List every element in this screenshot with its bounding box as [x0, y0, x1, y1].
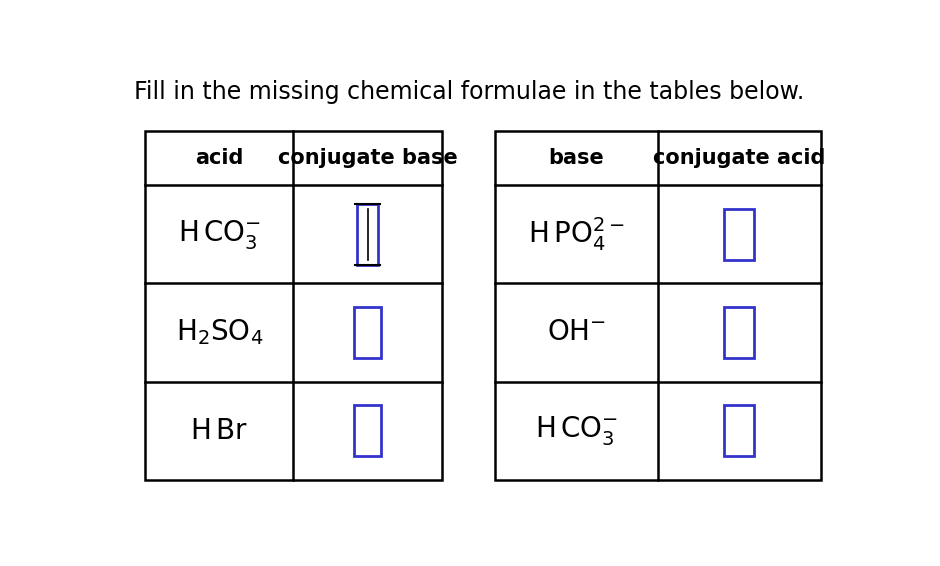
Bar	[725, 209, 754, 260]
Text: $\mathrm{OH^{-}}$: $\mathrm{OH^{-}}$	[547, 319, 606, 346]
Text: $\mathrm{H\,CO_3^{-}}$: $\mathrm{H\,CO_3^{-}}$	[178, 218, 261, 251]
Bar	[145, 131, 442, 480]
Text: $\mathrm{H\,PO_4^{2-}}$: $\mathrm{H\,PO_4^{2-}}$	[528, 215, 624, 253]
Text: $\mathrm{H\,CO_3^{-}}$: $\mathrm{H\,CO_3^{-}}$	[535, 414, 618, 447]
Bar	[725, 405, 754, 456]
Text: $\mathrm{H_2SO_4}$: $\mathrm{H_2SO_4}$	[176, 318, 263, 348]
Bar	[354, 405, 381, 456]
Text: base: base	[548, 148, 604, 168]
Text: conjugate acid: conjugate acid	[653, 148, 825, 168]
Text: Fill in the missing chemical formulae in the tables below.: Fill in the missing chemical formulae in…	[133, 80, 804, 104]
Text: conjugate base: conjugate base	[277, 148, 458, 168]
Text: acid: acid	[196, 148, 243, 168]
Bar	[354, 307, 381, 358]
Text: $\mathrm{H\,Br}$: $\mathrm{H\,Br}$	[191, 417, 248, 445]
Bar	[725, 307, 754, 358]
Bar	[494, 131, 821, 480]
Bar	[357, 204, 378, 265]
